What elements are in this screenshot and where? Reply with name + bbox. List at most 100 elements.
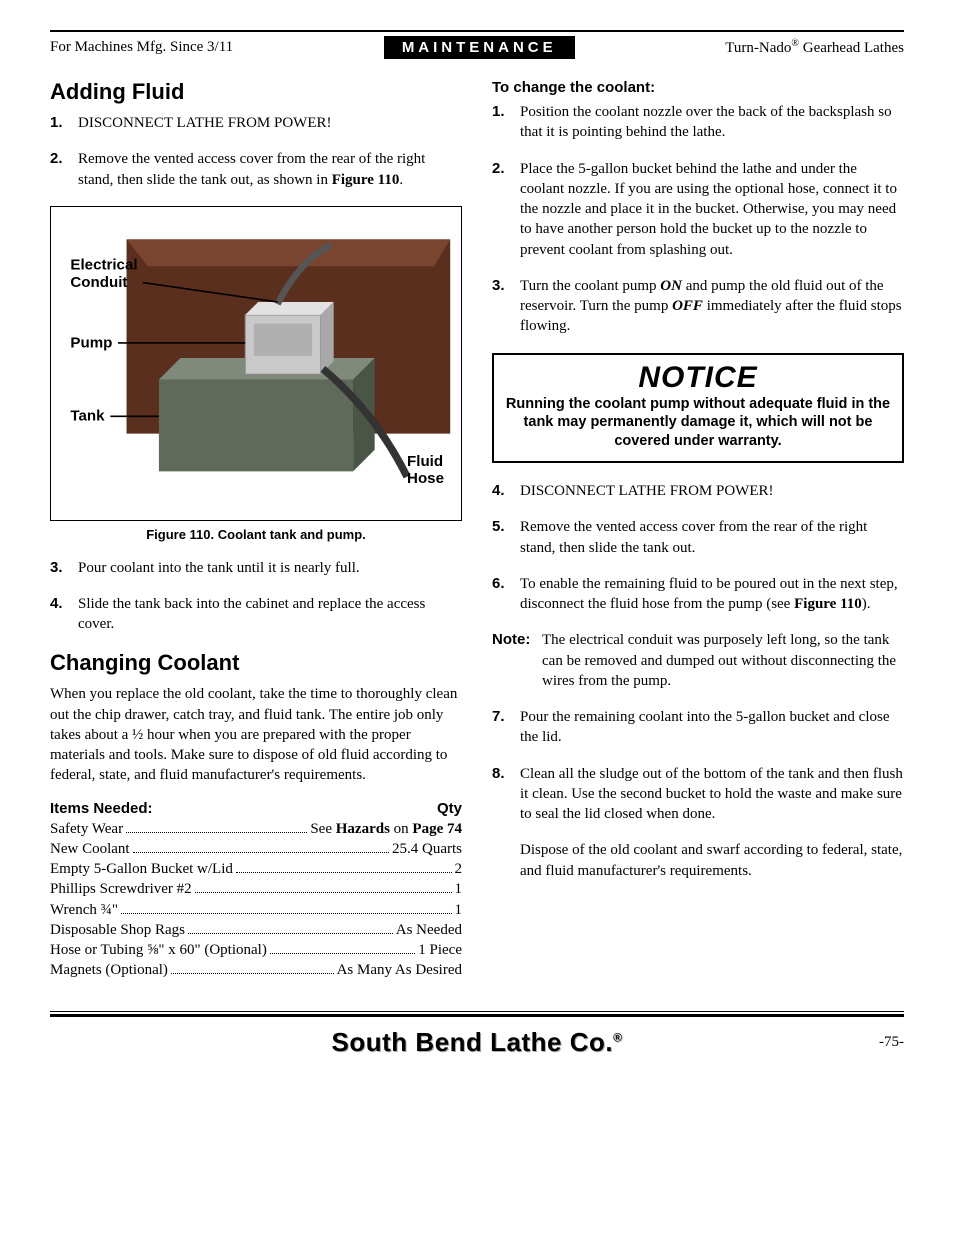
change-coolant-steps-cont2: 7. Pour the remaining coolant into the 5… (492, 707, 904, 824)
footer-rule-thin (50, 1011, 904, 1012)
note-text: The electrical conduit was purposely lef… (542, 630, 904, 691)
step-number: 2. (50, 149, 78, 190)
page-header: For Machines Mfg. Since 3/11 MAINTENANCE… (50, 36, 904, 59)
left-column: Adding Fluid 1. DISCONNECT LATHE FROM PO… (50, 79, 462, 981)
item-val-frag: See (310, 821, 335, 837)
step-item: 4. Slide the tank back into the cabinet … (50, 594, 462, 635)
leader-dots (188, 933, 393, 934)
heading-changing-coolant: Changing Coolant (50, 650, 462, 676)
step-item: 2. Remove the vented access cover from t… (50, 149, 462, 190)
leader-dots (121, 913, 452, 914)
item-value: 25.4 Quarts (392, 839, 462, 859)
item-row: Disposable Shop RagsAs Needed (50, 920, 462, 940)
item-label: Phillips Screwdriver #2 (50, 879, 192, 899)
leader-dots (133, 852, 389, 853)
step-item: 7. Pour the remaining coolant into the 5… (492, 707, 904, 748)
leader-dots (236, 872, 452, 873)
step-number: 1. (50, 113, 78, 133)
header-right: Turn-Nado® Gearhead Lathes (725, 38, 904, 57)
item-label: Magnets (Optional) (50, 960, 168, 980)
item-row: Empty 5-Gallon Bucket w/Lid2 (50, 859, 462, 879)
step-item: 4. DISCONNECT LATHE FROM POWER! (492, 481, 904, 501)
item-val-bold: Hazards (336, 821, 390, 837)
label-pump: Pump (70, 334, 112, 351)
item-val-bold: Page 74 (412, 821, 462, 837)
item-value: See Hazards on Page 74 (310, 819, 462, 839)
items-needed-qty: Qty (437, 800, 462, 817)
item-label: Safety Wear (50, 819, 123, 839)
reg-mark-icon: ® (613, 1030, 622, 1044)
step-number: 4. (50, 594, 78, 635)
step-8-extra: Dispose of the old coolant and swarf acc… (520, 840, 904, 881)
leader-dots (270, 953, 415, 954)
item-label: Hose or Tubing ⅝" x 60" (Optional) (50, 940, 267, 960)
step-number: 8. (492, 764, 520, 825)
step-number: 5. (492, 517, 520, 558)
change-coolant-steps-cont: 4. DISCONNECT LATHE FROM POWER! 5. Remov… (492, 481, 904, 614)
step-text: To enable the remaining fluid to be pour… (520, 574, 904, 615)
item-value: 1 (455, 900, 463, 920)
step-item: 2. Place the 5-gallon bucket behind the … (492, 159, 904, 260)
item-label: New Coolant (50, 839, 130, 859)
items-needed-header: Items Needed: Qty (50, 800, 462, 817)
item-row: Magnets (Optional)As Many As Desired (50, 960, 462, 980)
item-value: 1 (455, 879, 463, 899)
note-label: Note: (492, 630, 538, 691)
step-item: 6. To enable the remaining fluid to be p… (492, 574, 904, 615)
step-number: 4. (492, 481, 520, 501)
figure-reference: Figure 110 (794, 596, 862, 612)
item-label: Disposable Shop Rags (50, 920, 185, 940)
label-conduit: Conduit (70, 274, 127, 291)
header-product-prefix: Turn-Nado (725, 40, 791, 56)
leader-dots (126, 832, 307, 833)
notice-title: NOTICE (504, 361, 892, 395)
adding-fluid-steps: 1. DISCONNECT LATHE FROM POWER! 2. Remov… (50, 113, 462, 190)
footer-logo-text: South Bend Lathe Co. (332, 1027, 614, 1057)
off-emph: OFF (672, 298, 703, 314)
item-value: 1 Piece (418, 940, 462, 960)
change-coolant-steps: 1. Position the coolant nozzle over the … (492, 102, 904, 337)
label-tank: Tank (70, 407, 105, 424)
leader-dots (171, 973, 334, 974)
step-number: 7. (492, 707, 520, 748)
heading-to-change-coolant: To change the coolant: (492, 79, 904, 96)
step-number: 3. (492, 276, 520, 337)
step-item: 1. Position the coolant nozzle over the … (492, 102, 904, 143)
content-columns: Adding Fluid 1. DISCONNECT LATHE FROM PO… (50, 79, 904, 981)
step-text: Slide the tank back into the cabinet and… (78, 594, 462, 635)
label-fluid: Fluid (407, 453, 443, 470)
header-left: For Machines Mfg. Since 3/11 (50, 39, 233, 56)
changing-coolant-intro: When you replace the old coolant, take t… (50, 684, 462, 785)
item-row: Phillips Screwdriver #2 1 (50, 879, 462, 899)
step-number: 2. (492, 159, 520, 260)
figure-reference: Figure 110 (332, 172, 400, 188)
item-val-frag: on (390, 821, 413, 837)
header-center-badge: MAINTENANCE (384, 36, 575, 59)
leader-dots (195, 892, 452, 893)
step-item: 5. Remove the vented access cover from t… (492, 517, 904, 558)
step-text: Remove the vented access cover from the … (78, 149, 462, 190)
item-label: Wrench ¾" (50, 900, 118, 920)
footer-logo: South Bend Lathe Co.® (332, 1027, 623, 1058)
step-text: Remove the vented access cover from the … (520, 517, 904, 558)
adding-fluid-steps-cont: 3. Pour coolant into the tank until it i… (50, 558, 462, 635)
page-footer: South Bend Lathe Co.® -75- (50, 1023, 904, 1063)
step-text: Pour coolant into the tank until it is n… (78, 558, 462, 578)
note-block: Note: The electrical conduit was purpose… (492, 630, 904, 691)
step-number: 6. (492, 574, 520, 615)
label-hose: Hose (407, 470, 444, 487)
header-product-suffix: Gearhead Lathes (799, 40, 904, 56)
figure-110: Electrical Conduit Pump Tank Fluid Hose (50, 206, 462, 521)
step-text: DISCONNECT LATHE FROM POWER! (78, 113, 462, 133)
step-text: DISCONNECT LATHE FROM POWER! (520, 481, 904, 501)
item-value: 2 (455, 859, 463, 879)
step-item: 3. Pour coolant into the tank until it i… (50, 558, 462, 578)
reg-mark-icon: ® (791, 38, 799, 49)
footer-rule-thick (50, 1014, 904, 1017)
on-emph: ON (660, 278, 682, 294)
step-text: Place the 5-gallon bucket behind the lat… (520, 159, 904, 260)
step-text: Turn the coolant pump ON and pump the ol… (520, 276, 904, 337)
step-number: 3. (50, 558, 78, 578)
figure-110-svg: Electrical Conduit Pump Tank Fluid Hose (51, 207, 461, 520)
step-text: Position the coolant nozzle over the bac… (520, 102, 904, 143)
